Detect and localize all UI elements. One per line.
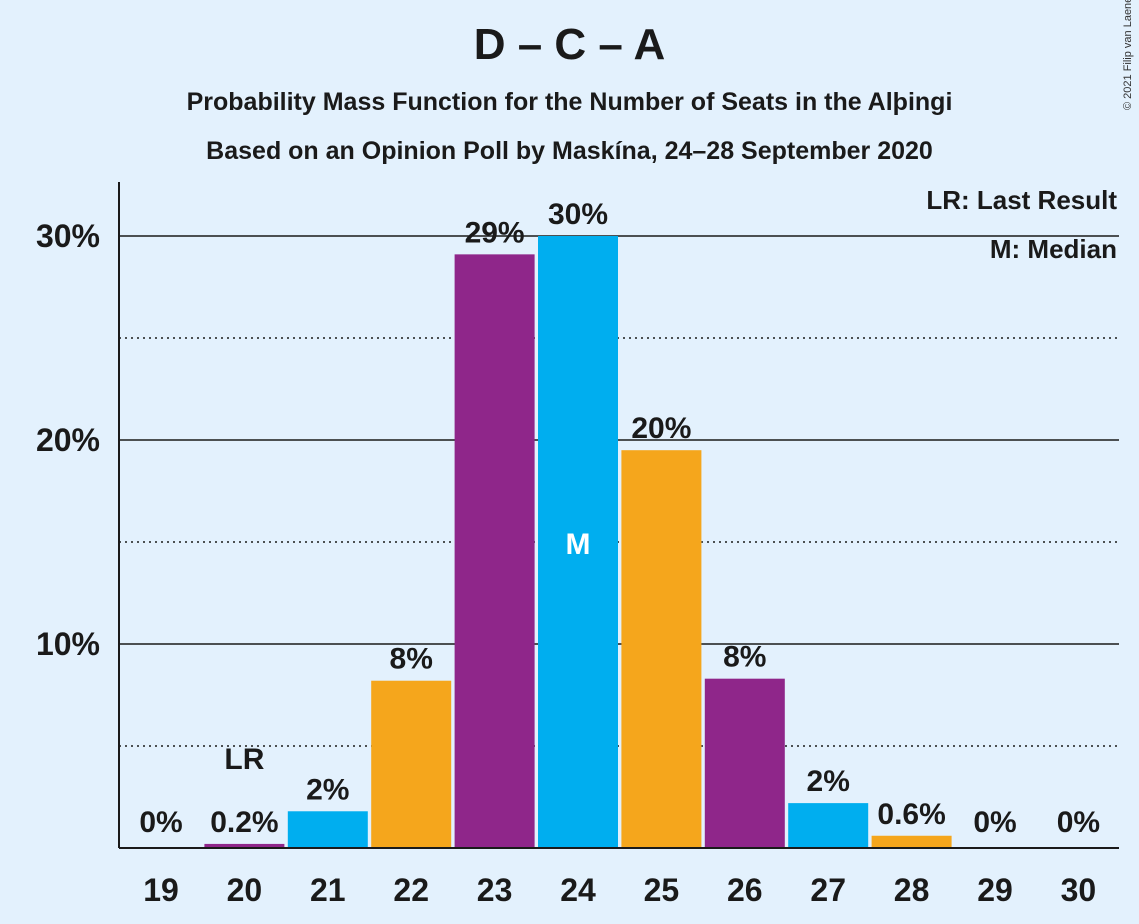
- data-label-seat-28: 0.6%: [877, 798, 945, 831]
- chart-title: D – C – A: [473, 20, 666, 69]
- bar-seat-22: [371, 680, 452, 848]
- y-tick-label: 10%: [36, 626, 100, 662]
- data-label-seat-22: 8%: [390, 643, 433, 676]
- median-marker: M: [566, 528, 591, 561]
- data-labels: 0% 0.2% 2% 8% 29% 30% 20% 8% 2% 0.6% 0% 0% M LR: [139, 198, 1100, 839]
- x-tick-label: 25: [644, 872, 680, 908]
- x-tick-label: 22: [393, 872, 429, 908]
- data-label-seat-21: 2%: [306, 773, 349, 806]
- x-tick-label: 24: [560, 872, 596, 908]
- data-label-seat-26: 8%: [723, 641, 766, 674]
- x-tick-label: 23: [477, 872, 513, 908]
- data-label-seat-29: 0%: [973, 806, 1016, 839]
- x-tick-label: 28: [894, 872, 930, 908]
- data-label-seat-24: 30%: [548, 198, 608, 231]
- x-tick-label: 21: [310, 872, 346, 908]
- data-label-seat-19: 0%: [139, 806, 182, 839]
- data-label-seat-23: 29%: [465, 216, 525, 249]
- last-result-marker: LR: [224, 743, 264, 776]
- data-label-seat-30: 0%: [1057, 806, 1100, 839]
- bar-seat-25: [621, 450, 702, 848]
- bar-seat-26: [704, 678, 785, 848]
- x-tick-label: 27: [810, 872, 846, 908]
- bar-seat-27: [788, 803, 869, 848]
- data-label-seat-20: 0.2%: [210, 806, 278, 839]
- x-tick-label: 30: [1061, 872, 1097, 908]
- legend-median: M: Median: [990, 234, 1117, 264]
- bar-seat-21: [287, 811, 368, 848]
- y-tick-label: 30%: [36, 218, 100, 254]
- y-tick-label: 20%: [36, 422, 100, 458]
- bar-seat-28: [871, 835, 952, 848]
- gridlines: [119, 235, 1119, 747]
- x-tick-label: 26: [727, 872, 763, 908]
- data-label-seat-25: 20%: [631, 412, 691, 445]
- axes: 10% 20% 30% 19 20 21 22 23 24 25 26 27 28 29 30: [36, 182, 1119, 908]
- legend-last-result: LR: Last Result: [926, 185, 1117, 215]
- data-label-seat-27: 2%: [807, 765, 850, 798]
- x-tick-label: 19: [143, 872, 179, 908]
- bar-seat-24: [538, 236, 618, 848]
- x-tick-label: 29: [977, 872, 1013, 908]
- bar-seat-23: [454, 254, 535, 849]
- bar-seat-20: [204, 843, 285, 848]
- chart-subtitle: Probability Mass Function for the Number…: [186, 88, 953, 116]
- chart-source: Based on an Opinion Poll by Maskína, 24–…: [206, 137, 933, 165]
- bars: [204, 236, 952, 849]
- x-tick-label: 20: [227, 872, 263, 908]
